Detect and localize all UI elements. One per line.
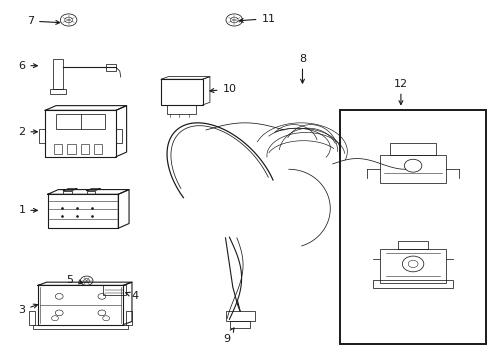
Text: 8: 8	[299, 54, 306, 83]
Bar	[168, 105, 196, 114]
Bar	[103, 285, 126, 295]
Bar	[54, 144, 62, 154]
Text: 12: 12	[394, 78, 408, 104]
Text: 2: 2	[18, 127, 37, 137]
Text: 7: 7	[27, 16, 60, 26]
Bar	[50, 89, 66, 94]
Bar	[340, 111, 486, 344]
Bar	[225, 311, 255, 321]
Text: 1: 1	[18, 205, 37, 215]
Bar	[106, 64, 116, 71]
Text: 3: 3	[18, 304, 38, 315]
Bar	[161, 79, 202, 105]
Bar	[94, 144, 102, 154]
Bar	[373, 280, 453, 288]
Text: 5: 5	[66, 275, 83, 285]
Text: 11: 11	[239, 14, 275, 23]
Bar	[33, 325, 128, 329]
Bar	[80, 144, 89, 154]
Text: 9: 9	[223, 328, 234, 344]
Bar	[39, 129, 45, 143]
Bar	[67, 144, 75, 154]
Bar	[126, 311, 132, 325]
Bar	[63, 191, 72, 194]
Bar	[390, 143, 437, 155]
Bar	[116, 129, 122, 143]
Text: 10: 10	[210, 84, 236, 94]
Text: 6: 6	[18, 61, 37, 71]
Bar	[52, 59, 63, 89]
Bar	[87, 191, 95, 194]
Bar	[380, 155, 446, 183]
Bar	[29, 311, 35, 325]
Bar	[398, 241, 428, 249]
Bar	[38, 285, 123, 325]
Bar	[380, 249, 446, 283]
Bar	[48, 194, 118, 228]
Text: 4: 4	[126, 291, 139, 301]
Bar	[45, 111, 116, 157]
Bar	[230, 321, 250, 328]
Bar	[56, 114, 105, 129]
